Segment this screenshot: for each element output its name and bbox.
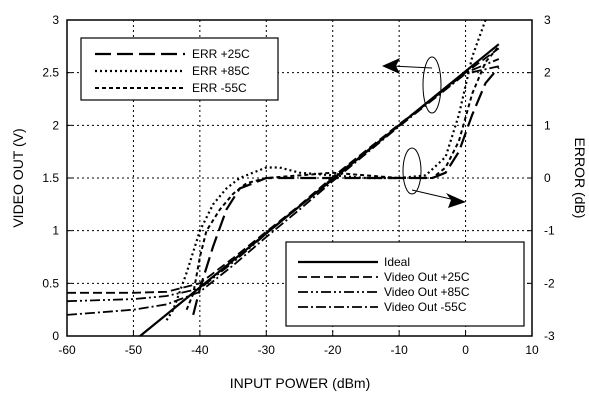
legend-error-label: ERR +25C bbox=[192, 47, 250, 61]
x-axis-label: INPUT POWER (dBm) bbox=[230, 375, 371, 391]
legend-video-label: Ideal bbox=[384, 255, 410, 269]
y-tick-label: 3 bbox=[52, 13, 59, 27]
x-tick-label: -40 bbox=[191, 343, 209, 357]
annotation-right-axis bbox=[402, 147, 466, 208]
legend-video-label: Video Out +25C bbox=[384, 270, 470, 284]
annotation-left-axis bbox=[382, 56, 442, 114]
y-tick-label: 2.5 bbox=[42, 66, 59, 80]
legend-video-label: Video Out +85C bbox=[384, 285, 470, 299]
annotation-arrow-left-head bbox=[382, 58, 400, 74]
legend-error: ERR +25C ERR +85C ERR -55C bbox=[80, 37, 279, 101]
series-line-err-85c bbox=[165, 19, 487, 321]
y2-tick-label: 0 bbox=[544, 171, 551, 185]
x-tick-label: -10 bbox=[390, 343, 408, 357]
x-tick-label: 0 bbox=[462, 343, 469, 357]
x-axis-ticks: -60 -50 -40 -30 -20 -10 0 10 bbox=[58, 331, 539, 357]
y2-axis-label: ERROR (dB) bbox=[572, 138, 588, 219]
y-tick-label: 1 bbox=[52, 224, 59, 238]
y-axis-label: VIDEO OUT (V) bbox=[10, 128, 26, 227]
series-layer bbox=[66, 19, 500, 337]
y-tick-label: 1.5 bbox=[42, 171, 59, 185]
x-tick-label: -20 bbox=[324, 343, 342, 357]
x-tick-label: -50 bbox=[125, 343, 143, 357]
legend-error-label: ERR -55C bbox=[192, 81, 247, 95]
y2-tick-label: 1 bbox=[544, 118, 551, 132]
annotation-arrow-left-line bbox=[391, 65, 433, 69]
y-tick-label: 2 bbox=[52, 118, 59, 132]
y-tick-label: 0.5 bbox=[42, 276, 59, 290]
y2-tick-label: 2 bbox=[544, 66, 551, 80]
series-line-video-out-55c bbox=[66, 65, 499, 316]
y2-tick-label: -1 bbox=[544, 224, 555, 238]
legend-video-box bbox=[285, 241, 525, 327]
series-line-err-55c bbox=[185, 45, 500, 311]
y-axis-ticks: 0 0.5 1 1.5 2 2.5 3 bbox=[42, 13, 72, 343]
y2-axis-ticks: -3 -2 -1 0 1 2 3 bbox=[527, 13, 555, 343]
y2-tick-label: -3 bbox=[544, 329, 555, 343]
annotation-ellipse-upper bbox=[422, 56, 442, 114]
legend-video-label: Video Out -55C bbox=[384, 300, 467, 314]
y2-tick-label: -2 bbox=[544, 276, 555, 290]
legend-error-label: ERR +85C bbox=[192, 64, 250, 78]
series-line-err-25c bbox=[192, 66, 500, 316]
annotation-arrow-right-head bbox=[446, 193, 466, 208]
legend-error-box bbox=[80, 37, 279, 101]
x-tick-label: -60 bbox=[58, 343, 76, 357]
x-tick-label: 10 bbox=[525, 343, 539, 357]
x-tick-label: -30 bbox=[258, 343, 276, 357]
annotation-arrow-right-line bbox=[411, 189, 456, 201]
y-tick-label: 0 bbox=[52, 329, 59, 343]
y2-tick-label: 3 bbox=[544, 13, 551, 27]
annotation-ellipse-lower bbox=[402, 147, 422, 195]
